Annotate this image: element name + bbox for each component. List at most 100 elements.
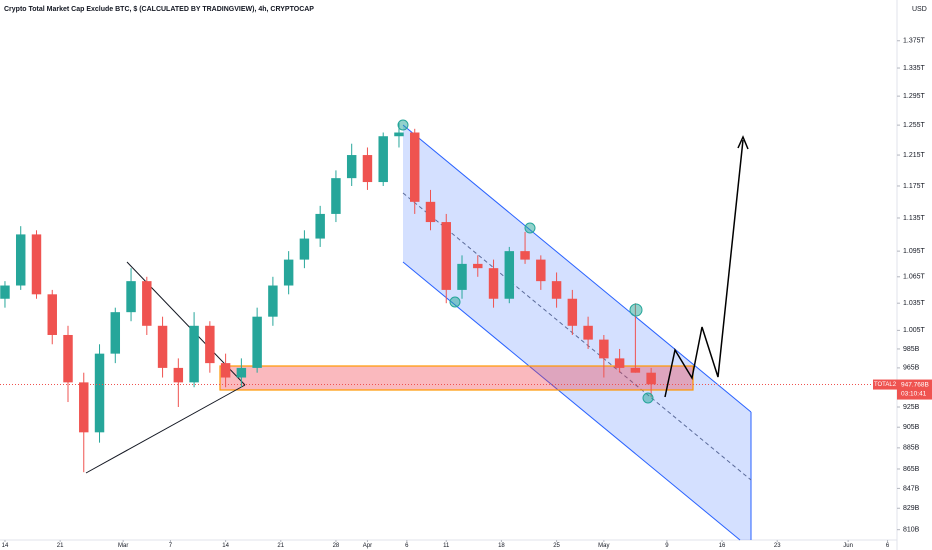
x-tick-label: 18 bbox=[498, 543, 505, 549]
candle-body bbox=[252, 316, 262, 368]
candle-body bbox=[362, 155, 373, 183]
candle-body bbox=[94, 353, 105, 433]
candle-body bbox=[220, 363, 231, 378]
candle-body bbox=[79, 382, 89, 433]
candle-body bbox=[236, 367, 247, 378]
y-tick-label: 1.175T bbox=[903, 183, 926, 190]
projection-path bbox=[664, 139, 744, 398]
candle-body bbox=[378, 136, 388, 183]
x-tick-label: May bbox=[598, 543, 609, 549]
y-tick-label: 1.295T bbox=[903, 93, 926, 100]
y-tick-label: 885B bbox=[903, 445, 920, 452]
markers bbox=[397, 119, 654, 404]
candle-body bbox=[630, 367, 641, 373]
x-tick-label: 6 bbox=[886, 543, 890, 549]
x-tick-label: Jun bbox=[843, 543, 853, 549]
price-label: 947.768B bbox=[901, 381, 929, 388]
candle-body bbox=[394, 132, 404, 137]
triangle-lower bbox=[85, 384, 246, 474]
x-tick-label: 7 bbox=[169, 543, 173, 549]
y-tick-label: 1.375T bbox=[903, 38, 926, 45]
x-tick-label: 28 bbox=[333, 543, 340, 549]
pivot-marker bbox=[449, 296, 461, 308]
countdown: 03:10:41 bbox=[901, 390, 927, 397]
candle-body bbox=[283, 259, 294, 286]
candle-body bbox=[15, 234, 26, 286]
candle-body bbox=[331, 178, 341, 214]
candle-body bbox=[441, 222, 451, 290]
y-tick-label: 905B bbox=[903, 424, 920, 431]
candle-body bbox=[126, 281, 136, 313]
pivot-marker bbox=[524, 222, 536, 234]
candle-body bbox=[520, 251, 530, 260]
candle-body bbox=[410, 132, 420, 202]
x-tick-label: Mar bbox=[118, 543, 128, 549]
x-tick-label: 23 bbox=[774, 543, 781, 549]
candle-body bbox=[599, 339, 609, 359]
candle-body bbox=[504, 251, 515, 299]
y-tick-label: 1.215T bbox=[903, 152, 926, 159]
channel-mid bbox=[402, 192, 752, 481]
y-tick-label: 865B bbox=[903, 466, 920, 473]
candle-body bbox=[47, 294, 57, 335]
x-tick-label: 9 bbox=[665, 543, 669, 549]
candle-body bbox=[142, 281, 152, 326]
pivot-marker bbox=[397, 119, 409, 131]
channel-upper bbox=[402, 124, 752, 413]
y-tick-label: 1.035T bbox=[903, 300, 926, 307]
candle-body bbox=[315, 213, 325, 239]
candle-body bbox=[157, 325, 168, 368]
x-tick-label: 14 bbox=[2, 543, 9, 549]
channel-lower bbox=[402, 261, 741, 541]
candle-body bbox=[268, 285, 278, 317]
arrow-head bbox=[737, 135, 749, 150]
candle-body bbox=[299, 238, 310, 260]
candle-body bbox=[346, 155, 357, 179]
candles bbox=[0, 122, 656, 473]
candle-body bbox=[457, 263, 467, 290]
y-tick-label: 1.095T bbox=[903, 248, 926, 255]
y-tick-label: 810B bbox=[903, 527, 920, 534]
y-tick-label: 847B bbox=[903, 485, 920, 492]
candle-body bbox=[425, 201, 436, 223]
x-tick-label: 21 bbox=[277, 543, 284, 549]
candle-body bbox=[614, 358, 625, 368]
candle-body bbox=[189, 325, 199, 383]
price-tag bbox=[897, 379, 932, 400]
x-tick-label: Apr bbox=[363, 543, 372, 549]
y-tick-label: 1.005T bbox=[903, 327, 926, 334]
candle-body bbox=[567, 298, 578, 326]
price-name: TOTAL2 bbox=[874, 382, 897, 388]
candle-body bbox=[205, 325, 215, 364]
candle-body bbox=[551, 281, 562, 299]
zone bbox=[219, 365, 694, 391]
candle-body bbox=[173, 367, 184, 383]
candle-body bbox=[536, 259, 546, 282]
candle-body bbox=[583, 325, 593, 340]
x-tick-label: 14 bbox=[222, 543, 229, 549]
y-tick-label: 925B bbox=[903, 404, 920, 411]
pivot-marker bbox=[629, 303, 643, 317]
y-tick-label: 965B bbox=[903, 365, 920, 372]
candle-body bbox=[0, 285, 10, 299]
candle-body bbox=[473, 263, 483, 269]
y-tick-label: 1.135T bbox=[903, 215, 926, 222]
price-name-tag bbox=[873, 379, 897, 390]
candle-body bbox=[646, 372, 656, 385]
x-tick-label: 11 bbox=[443, 543, 450, 549]
x-tick-label: 25 bbox=[553, 543, 560, 549]
y-tick-label: 985B bbox=[903, 346, 920, 353]
y-tick-label: 829B bbox=[903, 505, 920, 512]
currency: USD bbox=[912, 6, 927, 13]
candle-body bbox=[31, 234, 42, 295]
candle-body bbox=[110, 312, 121, 354]
x-tick-label: 16 bbox=[719, 543, 726, 549]
x-tick-label: 21 bbox=[57, 543, 64, 549]
candle-body bbox=[63, 334, 73, 383]
y-tick-label: 1.255T bbox=[903, 122, 926, 129]
candle-body bbox=[488, 268, 499, 299]
y-tick-label: 1.065T bbox=[903, 274, 926, 281]
chart-title: Crypto Total Market Cap Exclude BTC, $ (… bbox=[4, 6, 314, 13]
